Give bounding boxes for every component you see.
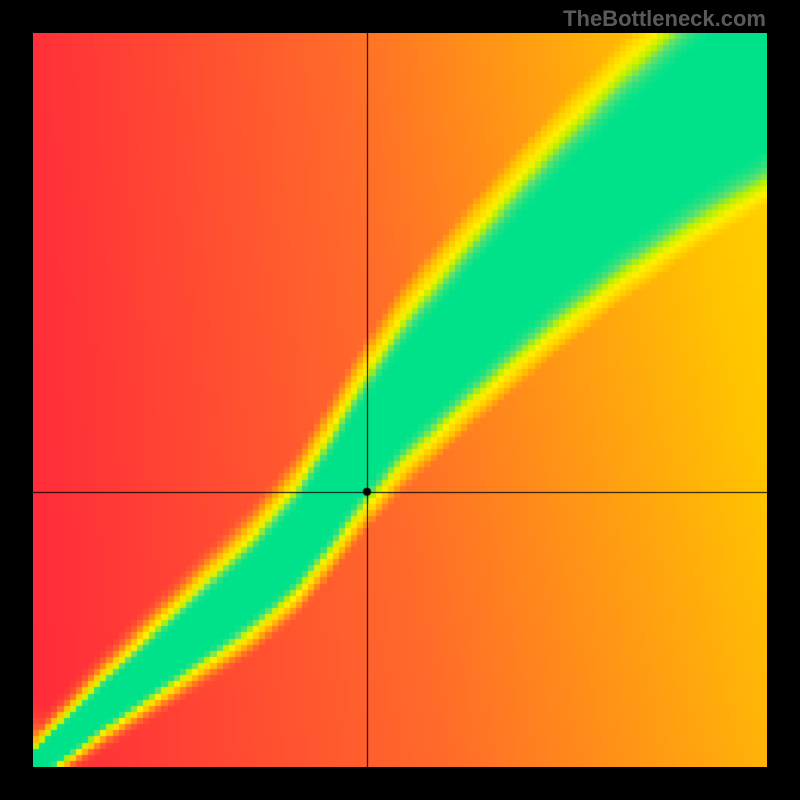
chart-container: TheBottleneck.com [0,0,800,800]
watermark-label: TheBottleneck.com [563,6,766,32]
heatmap-canvas [33,33,767,767]
